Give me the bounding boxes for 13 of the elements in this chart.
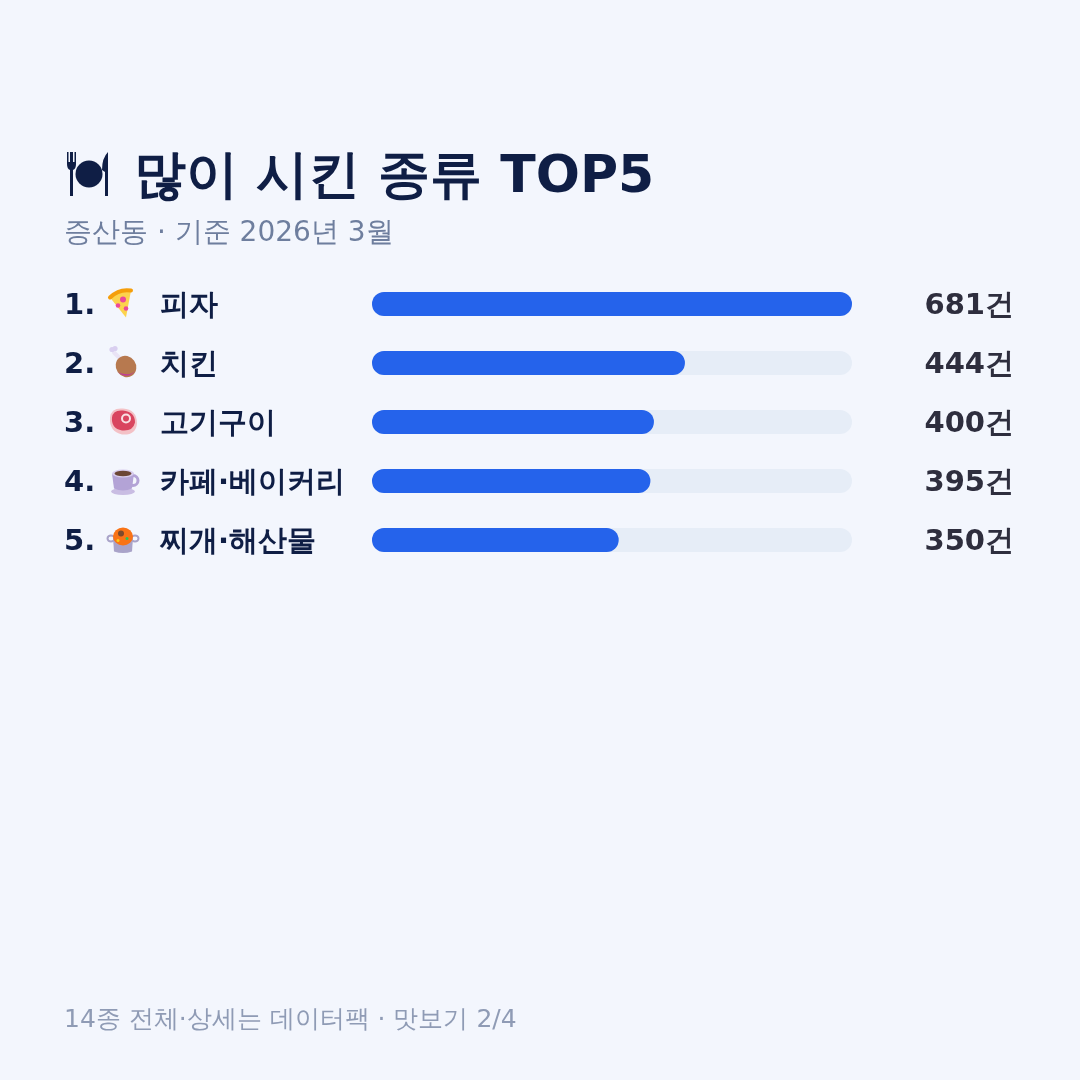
category-label: 3. 고기구이 xyxy=(64,404,277,439)
chart-title: 많이 시킨 종류 TOP5 xyxy=(134,143,655,206)
data-label: 444건 xyxy=(924,346,1014,381)
category-label: 4. 카페·베이커리 xyxy=(64,463,346,498)
category-label: 5. 찌개·해산물 xyxy=(64,522,317,557)
text: 14종 전체·상세는 데이터팩 · 맛보기 2/4 xyxy=(64,1003,517,1035)
data-label: 400건 xyxy=(924,405,1014,440)
chart-subtitle: 증산동 · 기준 2026년 3월 xyxy=(64,214,394,250)
category-label: 2. 치킨 xyxy=(64,345,219,380)
category-label: 1. 피자 xyxy=(64,286,219,321)
data-label: 681건 xyxy=(924,287,1014,322)
data-label: 395건 xyxy=(924,464,1014,499)
data-label: 350건 xyxy=(924,523,1014,558)
